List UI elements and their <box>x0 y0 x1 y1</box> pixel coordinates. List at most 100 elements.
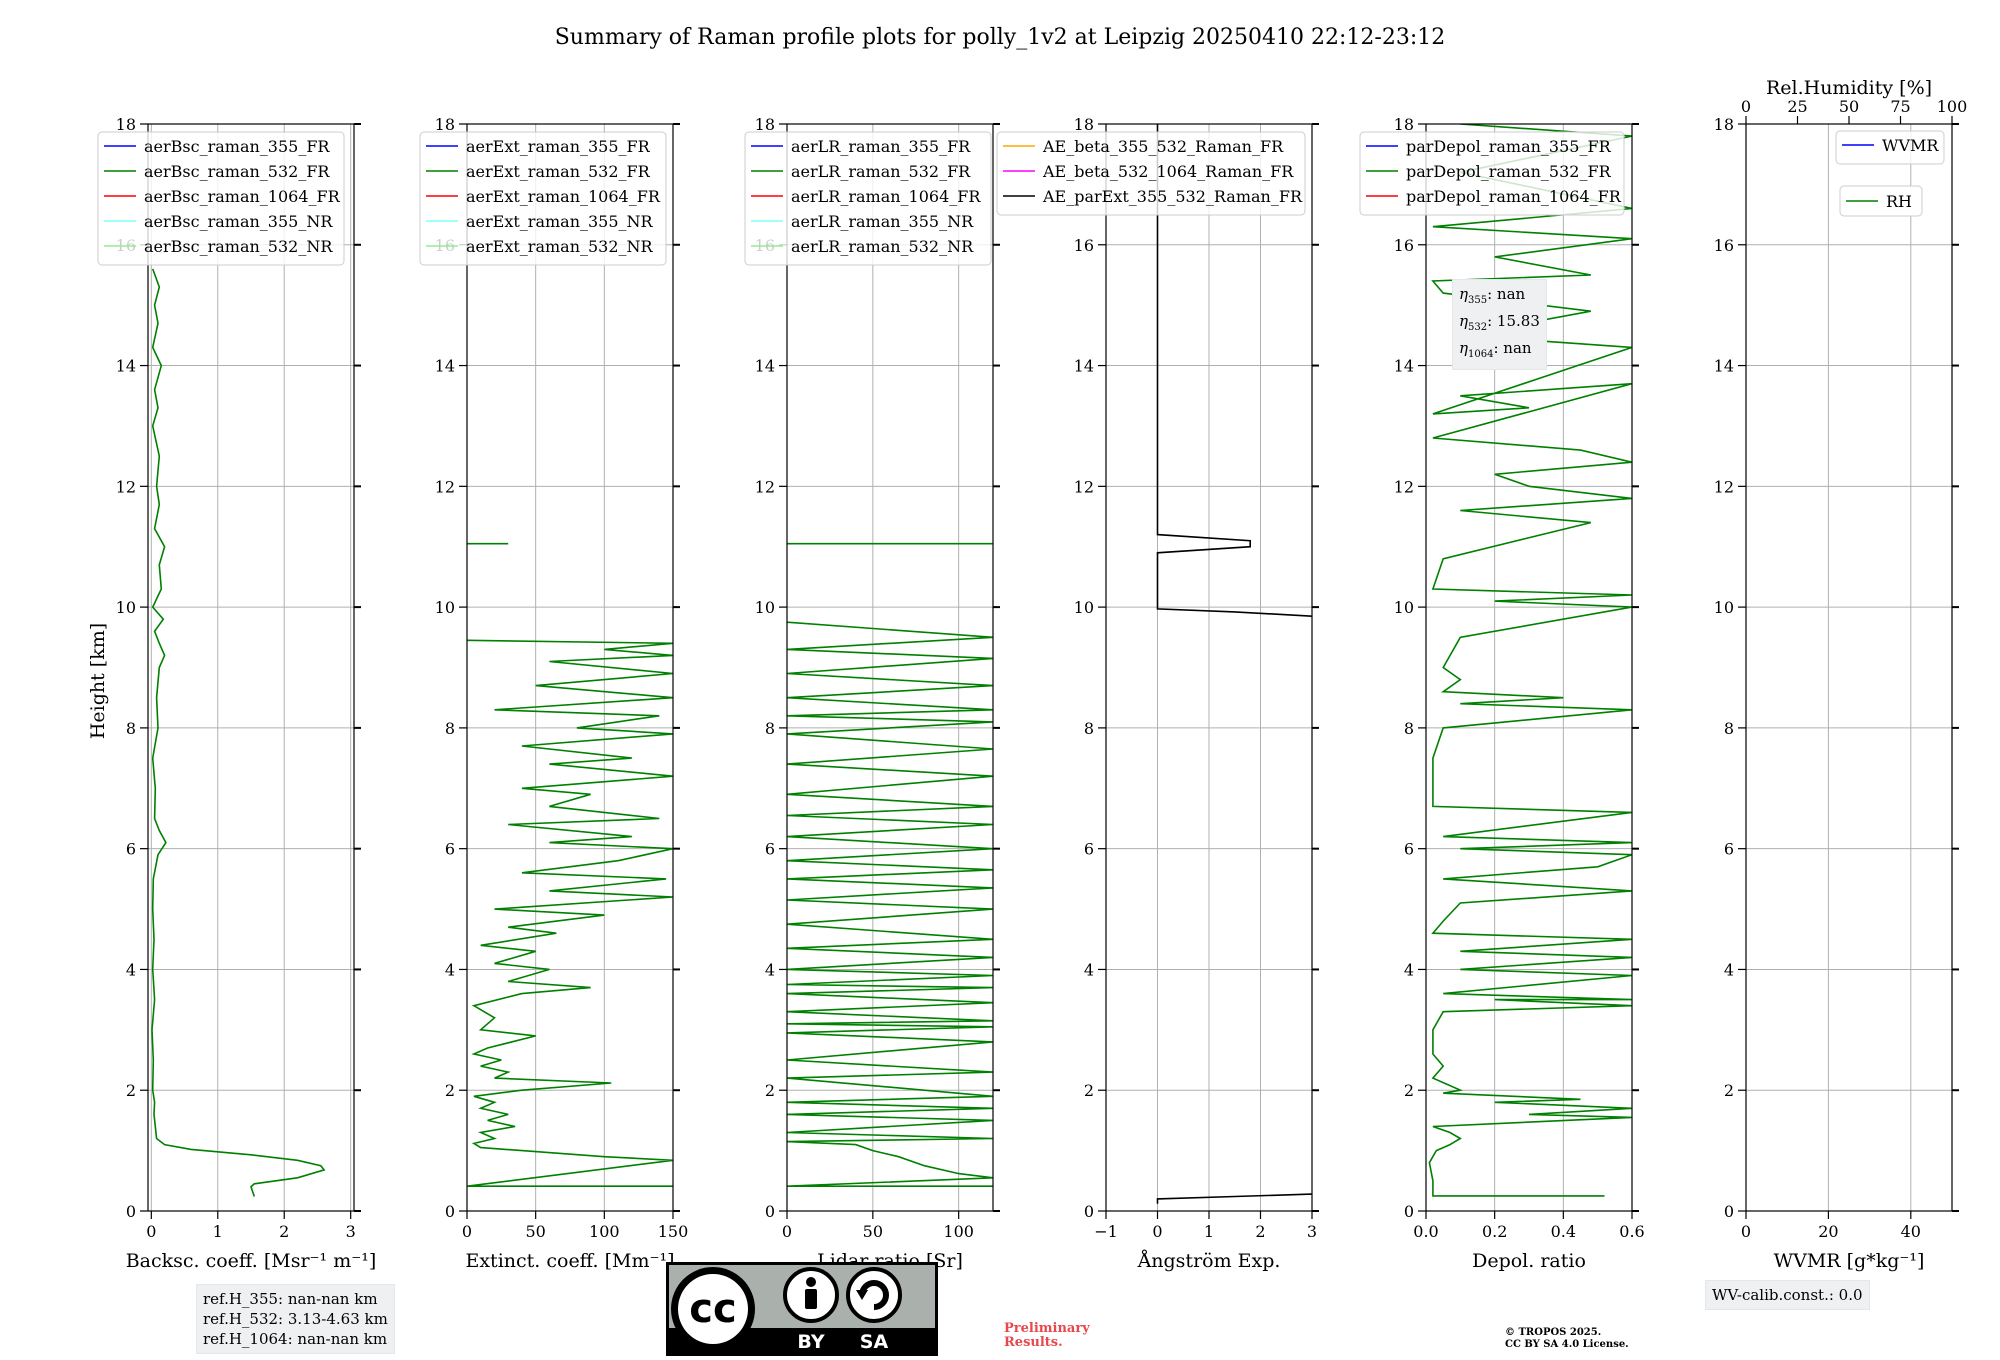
top-x-tick-label: 100 <box>1937 97 1968 116</box>
eta-values-box: η355: nan η532: 15.83 η1064: nan <box>1452 279 1547 370</box>
y-tick-label: 4 <box>1084 960 1094 979</box>
x-tick-label: 40 <box>1901 1222 1921 1241</box>
legend-box-rh <box>1839 185 1923 217</box>
legend: WVMR RH <box>1835 130 1945 217</box>
y-tick-label: 14 <box>116 357 136 376</box>
x-tick-label: 0 <box>1741 1222 1751 1241</box>
axes-frame <box>466 123 674 1212</box>
legend-entry: aerLR_raman_355_NR <box>791 212 974 231</box>
panel-2: 024681012141618050100150Extinct. coeff. … <box>419 115 688 1272</box>
y-tick-label: 10 <box>116 598 136 617</box>
y-tick-label: 16 <box>1074 236 1094 255</box>
x-axis-label: Backsc. coeff. [Msr⁻¹ m⁻¹] <box>126 1250 377 1272</box>
x-tick-label: 0 <box>1152 1222 1162 1241</box>
share-alike-icon <box>846 1267 902 1323</box>
copyright-note: © TROPOS 2025. CC BY SA 4.0 License. <box>1505 1327 1629 1350</box>
y-tick-label: 14 <box>435 357 455 376</box>
legend-entry: aerExt_raman_1064_FR <box>466 187 661 206</box>
y-tick-label: 6 <box>126 840 136 859</box>
y-tick-label: 2 <box>1724 1081 1734 1100</box>
legend-entry: aerBsc_raman_1064_FR <box>144 187 341 206</box>
x-tick-label: −1 <box>1094 1222 1118 1241</box>
series-line-aerExt_raman_532_FR <box>467 639 673 1187</box>
axes-frame <box>786 123 994 1212</box>
y-tick-label: 8 <box>1404 719 1414 738</box>
legend-box <box>1359 131 1625 216</box>
x-tick-label: 0 <box>146 1222 156 1241</box>
x-tick-label: 2 <box>279 1222 289 1241</box>
legend-entry: aerBsc_raman_355_FR <box>144 137 330 156</box>
series-line-AE_parExt_355_532_Raman_FR <box>1156 1193 1312 1204</box>
x-tick-label: 0.0 <box>1413 1222 1438 1241</box>
cc-by-sa-license-badge: cc BY SA <box>666 1262 938 1356</box>
y-tick-label: 0 <box>765 1202 775 1221</box>
preliminary-results-note: Preliminary Results. <box>1004 1321 1090 1350</box>
x-tick-label: 0 <box>782 1222 792 1241</box>
legend-entry: aerBsc_raman_532_FR <box>144 162 330 181</box>
y-tick-label: 12 <box>1714 477 1734 496</box>
y-tick-label: 12 <box>1074 477 1094 496</box>
legend-entry: aerLR_raman_1064_FR <box>791 187 981 206</box>
x-tick-label: 3 <box>1307 1222 1317 1241</box>
ref-height-532: ref.H_532: 3.13-4.63 km <box>203 1310 388 1328</box>
y-tick-label: 18 <box>755 115 775 134</box>
y-axis-label: Height [km] <box>87 623 109 739</box>
y-tick-label: 10 <box>755 598 775 617</box>
top-x-tick-label: 0 <box>1741 97 1751 116</box>
legend: parDepol_raman_355_FR parDepol_raman_532_… <box>1359 131 1625 216</box>
x-tick-label: 100 <box>589 1222 620 1241</box>
legend: AE_beta_355_532_Raman_FR AE_beta_532_1064… <box>996 131 1306 216</box>
legend-entry: WVMR <box>1882 136 1939 155</box>
series-line-aerLR_raman_532_FR <box>787 621 993 1187</box>
y-tick-label: 12 <box>116 477 136 496</box>
panel-6: 0 2 4 6 8 10 12 14 16 18 0 20 40 WVMR [g*kg⁻¹] 0 25 50 75… <box>1714 77 1968 1272</box>
panel-1: 0246810121416180123Backsc. coeff. [Msr⁻¹… <box>97 115 377 1272</box>
y-tick-label: 14 <box>1394 357 1414 376</box>
panel-5: 0 2 4 6 8 10 12 14 16 18 0.0 0.2 0.4 0.6 Depol. ratio p… <box>1359 115 1645 1272</box>
legend: aerLR_raman_355_FR aerLR_raman_532_FR aerL… <box>744 131 992 266</box>
y-tick-label: 8 <box>1084 719 1094 738</box>
cc-logo-text: cc <box>689 1286 736 1332</box>
eta-1064: η1064: nan <box>1459 339 1532 360</box>
y-tick-label: 0 <box>1404 1202 1414 1221</box>
y-tick-label: 4 <box>445 960 455 979</box>
y-tick-label: 10 <box>1074 598 1094 617</box>
y-tick-label: 18 <box>116 115 136 134</box>
y-tick-label: 8 <box>445 719 455 738</box>
y-tick-label: 14 <box>755 357 775 376</box>
y-tick-label: 10 <box>1394 598 1414 617</box>
x-tick-label: 1 <box>1204 1222 1214 1241</box>
y-tick-label: 0 <box>445 1202 455 1221</box>
ref-height-1064: ref.H_1064: nan-nan km <box>203 1330 388 1348</box>
series-line-AE_parExt_355_532_Raman_FR <box>1156 124 1312 617</box>
y-tick-label: 4 <box>1724 960 1734 979</box>
y-tick-label: 4 <box>126 960 136 979</box>
legend-entry: aerExt_raman_532_FR <box>466 162 651 181</box>
cc-by-label: BY <box>797 1331 824 1353</box>
top-x-tick-label: 25 <box>1787 97 1807 116</box>
panel-3: 024681012141618050100Lidar ratio [Sr]aer… <box>744 115 1000 1272</box>
x-axis-label: Ångström Exp. <box>1137 1250 1281 1272</box>
y-tick-label: 10 <box>435 598 455 617</box>
series-line-parDepol_raman_532_FR <box>1428 124 1632 1197</box>
legend-entry: aerLR_raman_355_FR <box>791 137 971 156</box>
y-tick-label: 16 <box>1394 236 1414 255</box>
y-tick-label: 12 <box>435 477 455 496</box>
eta-532: η532: 15.83 <box>1459 312 1540 333</box>
y-tick-label: 6 <box>1404 840 1414 859</box>
ref-height-355: ref.H_355: nan-nan km <box>203 1290 378 1308</box>
top-x-tick-label: 75 <box>1890 97 1910 116</box>
legend-entry: aerExt_raman_532_NR <box>466 237 654 256</box>
x-tick-label: 50 <box>525 1222 545 1241</box>
y-tick-label: 2 <box>1084 1081 1094 1100</box>
y-tick-label: 2 <box>765 1081 775 1100</box>
x-tick-label: 0.2 <box>1482 1222 1507 1241</box>
y-tick-label: 2 <box>1404 1081 1414 1100</box>
y-tick-label: 14 <box>1714 357 1734 376</box>
eta-355: η355: nan <box>1459 285 1526 306</box>
x-tick-label: 100 <box>943 1222 974 1241</box>
legend: aerExt_raman_355_FR aerExt_raman_532_FRae… <box>419 131 667 266</box>
x-tick-label: 2 <box>1255 1222 1265 1241</box>
y-tick-label: 2 <box>126 1081 136 1100</box>
legend: aerBsc_raman_355_FR aerBsc_raman_532_FRae… <box>97 131 345 266</box>
